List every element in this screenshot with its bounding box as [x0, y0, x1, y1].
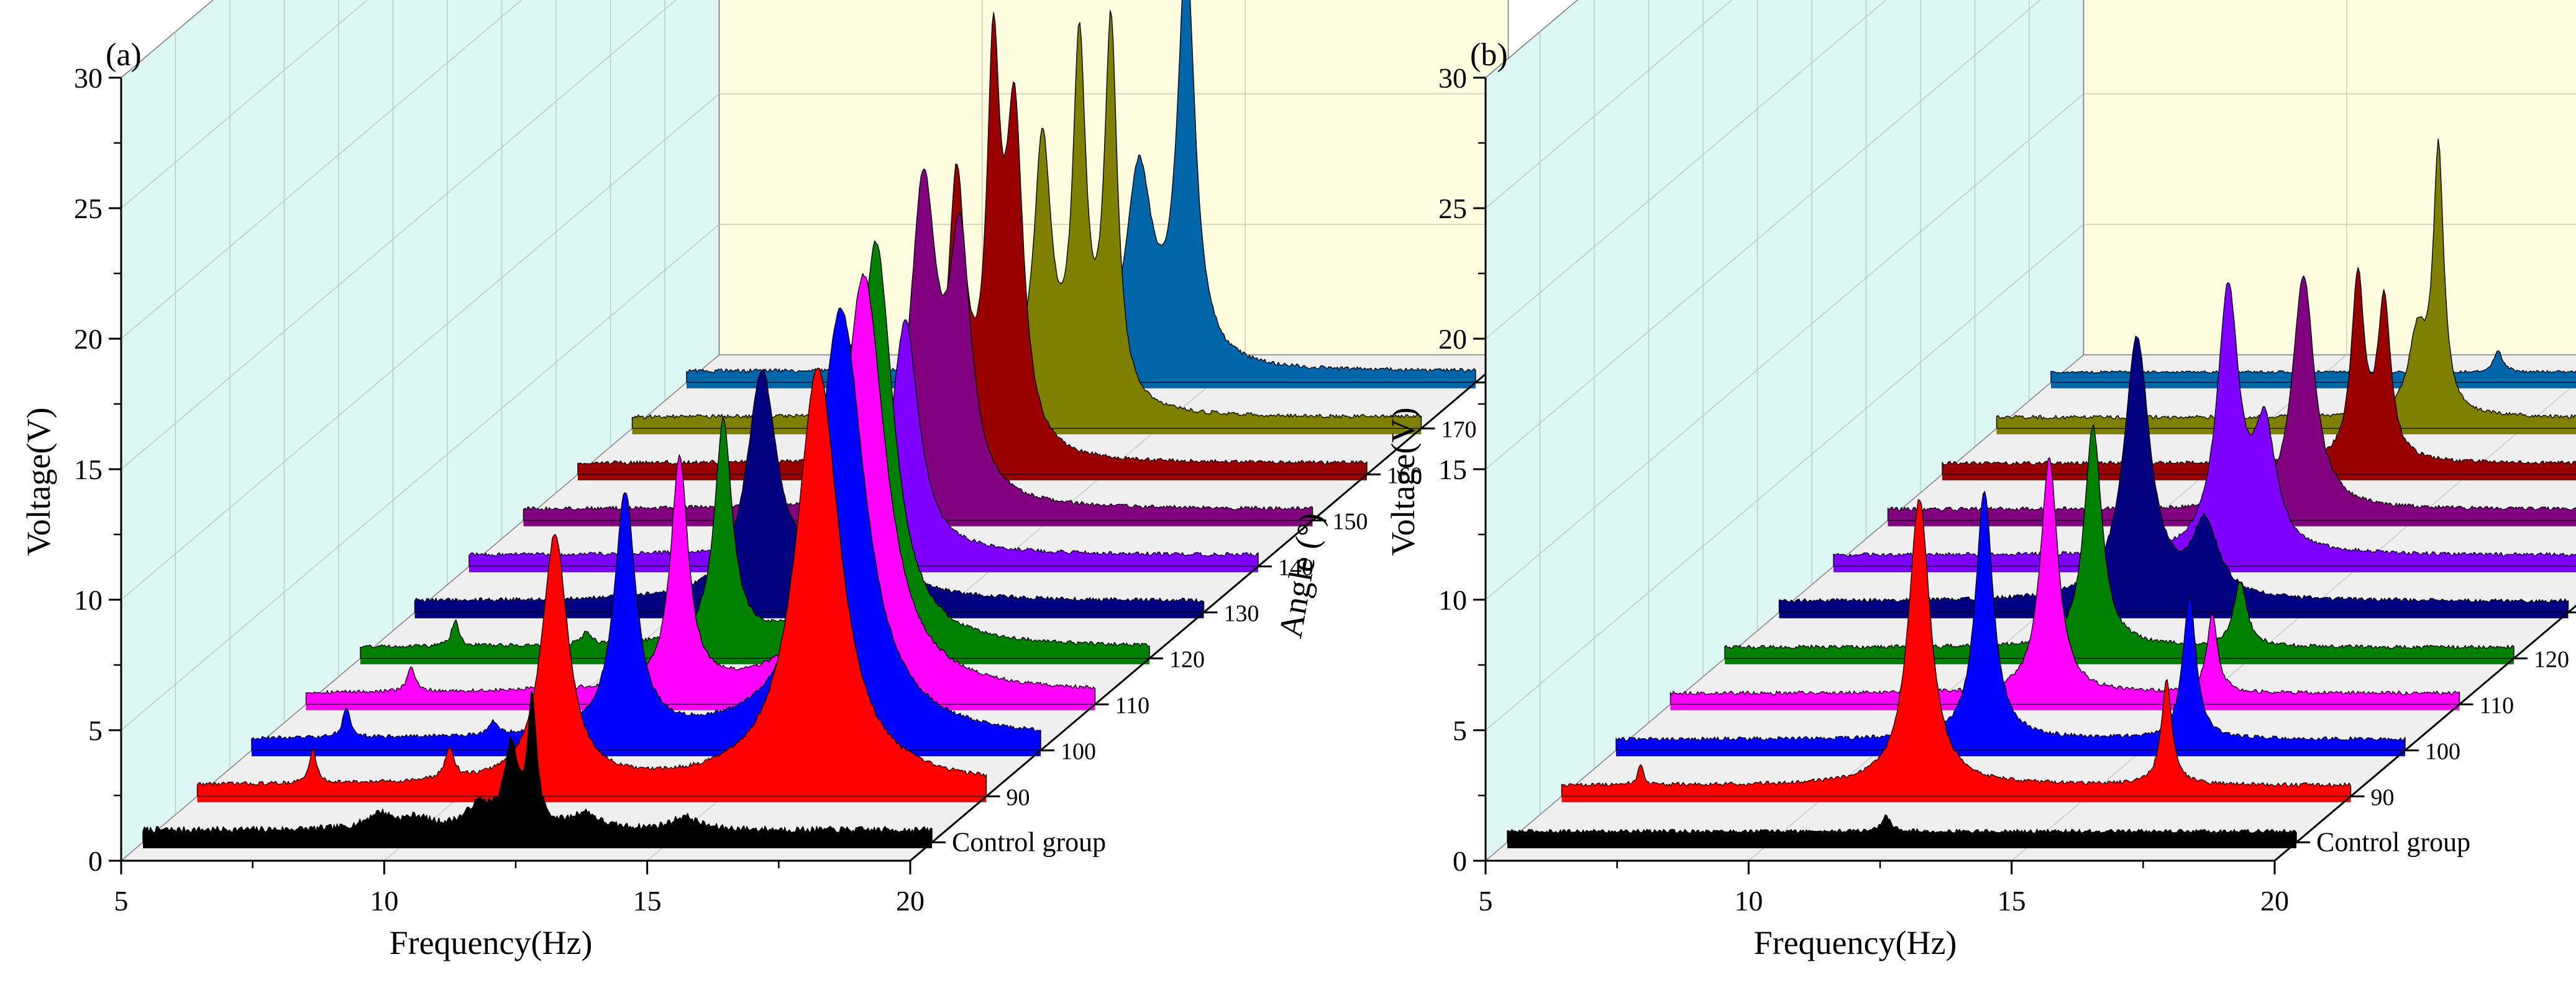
- side-wall-gridline: [1485, 0, 1733, 209]
- side-wall-gridline: [121, 224, 719, 731]
- y-tick-label: 30: [74, 62, 103, 94]
- series-area-120: [1724, 424, 2514, 659]
- x-tick-label: 5: [114, 885, 129, 917]
- series-area-110: [1669, 457, 2460, 705]
- z-tick-label: 120: [2534, 646, 2569, 672]
- z-tick-label: 170: [1441, 416, 1477, 442]
- y-tick-label: 10: [1438, 584, 1467, 616]
- y-tick-label: 20: [1438, 323, 1467, 355]
- x-axis-label: Frequency(Hz): [390, 924, 593, 961]
- side-wall-gridline: [121, 0, 523, 339]
- z-tick-label: Control group: [952, 827, 1106, 857]
- side-wall-gridline: [121, 0, 368, 209]
- panel-b: 5 10 15 20Frequency(Hz)051015202530Voltage(…: [1384, 0, 2576, 961]
- y-tick-label: 15: [1438, 454, 1467, 485]
- panel-a: 5 10 15 20Frequency(Hz)051015202530Voltage(…: [20, 0, 1531, 961]
- series-area-150: [1887, 275, 2576, 521]
- z-tick-label: 120: [1169, 646, 1205, 672]
- y-tick-label: 5: [1453, 715, 1467, 746]
- x-tick-label: 20: [2260, 885, 2289, 917]
- z-tick-label: 110: [1115, 692, 1150, 718]
- series-area-control-group: [142, 690, 933, 843]
- back-wall: [2083, 0, 2576, 355]
- series-area-110: [305, 273, 1096, 705]
- z-tick-label: 130: [1224, 600, 1259, 626]
- series-area-90: [1561, 499, 2352, 797]
- z-tick-label: Control group: [2316, 827, 2470, 857]
- series-area-140: [1833, 282, 2576, 567]
- y-tick-label: 30: [1438, 62, 1467, 94]
- x-tick-label: 5: [1479, 885, 1493, 917]
- x-tick-label: 20: [896, 885, 925, 917]
- series-area-120: [360, 240, 1150, 659]
- panel-label: (b): [1470, 37, 1508, 73]
- z-tick-label: 100: [1061, 738, 1096, 764]
- series-area-control-group: [1507, 814, 2297, 843]
- x-tick-label: 15: [633, 885, 662, 917]
- panel-label: (a): [106, 37, 142, 73]
- z-tick-label: 90: [1007, 784, 1030, 810]
- z-tick-label: 140: [1278, 554, 1313, 580]
- x-tick-label: 10: [370, 885, 398, 917]
- z-axis-line: [910, 354, 1509, 862]
- side-wall-gridline: [1485, 224, 2084, 731]
- series-area-90: [196, 367, 987, 797]
- side-wall-gridline: [1485, 0, 1887, 339]
- side-wall-gridline: [121, 93, 719, 600]
- y-axis-label: Voltage(V): [20, 408, 57, 556]
- side-wall-gridline: [1485, 0, 2041, 470]
- y-tick-label: 15: [74, 454, 103, 485]
- x-axis-label: Frequency(Hz): [1754, 924, 1957, 961]
- y-tick-label: 0: [1453, 845, 1467, 877]
- y-tick-label: 5: [88, 715, 103, 746]
- y-axis-label: Voltage(V): [1384, 408, 1422, 556]
- z-tick-label: 150: [1333, 508, 1368, 534]
- series-area-150: [523, 168, 1313, 521]
- series-area-100: [1615, 491, 2406, 751]
- z-tick-label: 110: [2480, 692, 2514, 718]
- y-tick-label: 20: [74, 323, 103, 355]
- z-tick-label: 90: [2371, 784, 2395, 810]
- series-area-160: [1942, 267, 2576, 475]
- z-tick-label: 160: [1387, 462, 1422, 488]
- z-axis-line: [2274, 604, 2576, 862]
- y-tick-label: 10: [74, 584, 103, 616]
- x-tick-label: 10: [1734, 885, 1763, 917]
- side-wall-gridline: [1485, 93, 2084, 600]
- side-wall-gridline: [121, 0, 677, 470]
- y-tick-label: 25: [74, 193, 103, 224]
- x-tick-label: 15: [1998, 885, 2026, 917]
- y-tick-label: 0: [88, 845, 103, 877]
- z-tick-label: 100: [2425, 738, 2460, 764]
- y-tick-label: 25: [1438, 193, 1467, 224]
